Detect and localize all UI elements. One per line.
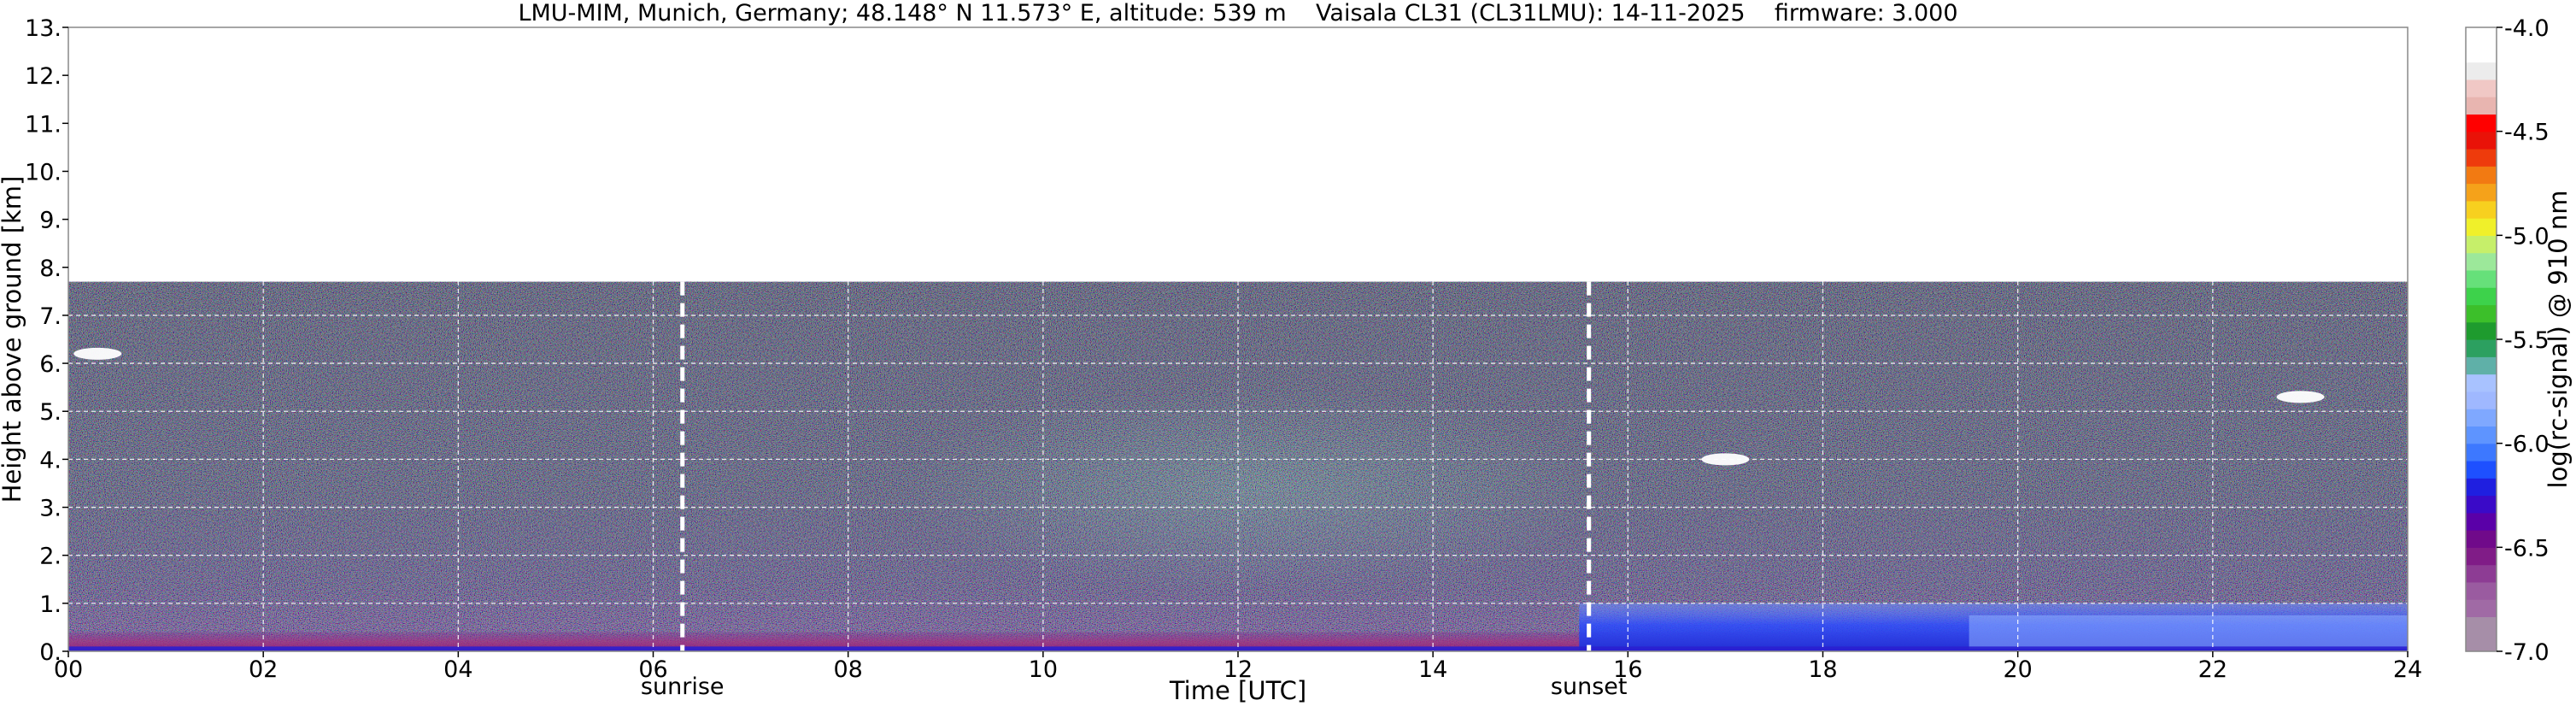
y-axis: 0. 1. 2. 3. 4. 5. 6. 7. 8. 9. 10. 11. 12. 13. bbox=[25, 15, 68, 666]
cloud-patch bbox=[2276, 391, 2325, 403]
x-tick-label: 20 bbox=[2003, 656, 2032, 683]
colorbar-tick-label: -6.0 bbox=[2504, 432, 2550, 458]
colorbar-segment bbox=[2466, 616, 2497, 635]
colorbar-tick-label: -7.0 bbox=[2504, 639, 2550, 666]
colorbar-segment bbox=[2466, 633, 2497, 652]
x-tick-label: 08 bbox=[833, 656, 862, 683]
y-tick-label: 1. bbox=[39, 591, 62, 618]
x-tick-label: 02 bbox=[249, 656, 278, 683]
y-tick-label: 9. bbox=[39, 208, 62, 234]
x-tick-label: 12 bbox=[1223, 656, 1253, 683]
y-tick-label: 10. bbox=[25, 159, 62, 185]
colorbar: -4.0 -4.5 -5.0 -5.5 -6.0 -6.5 -7.0 bbox=[2465, 15, 2550, 666]
colorbar-segment bbox=[2466, 321, 2497, 340]
y-tick-label: 11. bbox=[25, 111, 62, 138]
colorbar-segment bbox=[2466, 460, 2497, 479]
annotations: sunrise sunset bbox=[641, 281, 1628, 700]
colorbar-segment bbox=[2466, 304, 2497, 323]
colorbar-segment bbox=[2466, 166, 2497, 185]
colorbar-segment bbox=[2466, 426, 2497, 444]
grid-lines bbox=[68, 27, 2408, 651]
x-tick-label: 00 bbox=[54, 656, 83, 683]
y-tick-label: 7. bbox=[39, 303, 62, 330]
colorbar-segment bbox=[2466, 79, 2497, 97]
colorbar-segment bbox=[2466, 148, 2497, 167]
y-tick-label: 0. bbox=[39, 639, 62, 666]
colorbar-segment bbox=[2466, 200, 2497, 219]
colorbar-segment bbox=[2466, 581, 2497, 600]
colorbar-segment bbox=[2466, 62, 2497, 80]
y-tick-label: 5. bbox=[39, 399, 62, 426]
y-tick-label: 3. bbox=[39, 496, 62, 522]
y-tick-label: 4. bbox=[39, 447, 62, 474]
y-tick-label: 8. bbox=[39, 256, 62, 282]
colorbar-segment bbox=[2466, 599, 2497, 618]
colorbar-segment bbox=[2466, 235, 2497, 254]
colorbar-segment bbox=[2466, 530, 2497, 548]
colorbar-tick-label: -4.0 bbox=[2504, 15, 2550, 42]
colorbar-segment bbox=[2466, 443, 2497, 462]
chart-title: LMU-MIM, Munich, Germany; 48.148° N 11.5… bbox=[518, 0, 1957, 26]
colorbar-segment bbox=[2466, 131, 2497, 150]
x-tick-label: 14 bbox=[1418, 656, 1447, 683]
colorbar-segment bbox=[2466, 495, 2497, 514]
colorbar-tick-label: -5.5 bbox=[2504, 327, 2550, 354]
y-tick-label: 13. bbox=[25, 15, 62, 42]
boundary-layer-light bbox=[1969, 615, 2408, 650]
colorbar-segment bbox=[2466, 218, 2497, 236]
colorbar-segment bbox=[2466, 339, 2497, 357]
colorbar-segment bbox=[2466, 356, 2497, 375]
x-tick-label: 16 bbox=[1613, 656, 1642, 683]
colorbar-segment bbox=[2466, 564, 2497, 583]
colorbar-segment bbox=[2466, 391, 2497, 409]
colorbar-segment bbox=[2466, 114, 2497, 132]
colorbar-segment bbox=[2466, 269, 2497, 288]
sunrise-label: sunrise bbox=[641, 674, 725, 700]
colorbar-label: log(rc-signal) @ 910 nm bbox=[2544, 191, 2573, 489]
colorbar-segment bbox=[2466, 44, 2497, 63]
cloud-patch bbox=[73, 347, 122, 360]
y-tick-label: 2. bbox=[39, 544, 62, 570]
x-axis: 00 02 04 06 08 10 12 14 16 18 20 22 24 bbox=[54, 651, 2422, 683]
x-axis-label: Time [UTC] bbox=[1169, 676, 1306, 705]
sunset-label: sunset bbox=[1551, 674, 1628, 700]
x-tick-label: 06 bbox=[638, 656, 667, 683]
colorbar-tick-label: -5.0 bbox=[2504, 223, 2550, 250]
x-tick-label: 18 bbox=[1808, 656, 1837, 683]
colorbar-segment bbox=[2466, 27, 2497, 45]
x-tick-label: 04 bbox=[443, 656, 472, 683]
colorbar-tick-label: -4.5 bbox=[2504, 120, 2550, 146]
colorbar-segment bbox=[2466, 478, 2497, 497]
colorbar-segment bbox=[2466, 409, 2497, 427]
y-tick-label: 6. bbox=[39, 351, 62, 378]
colorbar-segment bbox=[2466, 547, 2497, 566]
y-axis-label: Height above ground [km] bbox=[0, 176, 26, 503]
colorbar-segment bbox=[2466, 374, 2497, 392]
surface-return bbox=[68, 646, 2408, 651]
colorbar-segment bbox=[2466, 512, 2497, 531]
colorbar-segment bbox=[2466, 97, 2497, 115]
colorbar-segment bbox=[2466, 287, 2497, 306]
x-tick-label: 10 bbox=[1029, 656, 1058, 683]
x-tick-label: 24 bbox=[2393, 656, 2422, 683]
colorbar-tick-label: -6.5 bbox=[2504, 535, 2550, 562]
y-tick-label: 12. bbox=[25, 63, 62, 90]
colorbar-segment bbox=[2466, 252, 2497, 271]
x-tick-label: 22 bbox=[2198, 656, 2227, 683]
colorbar-segment bbox=[2466, 183, 2497, 202]
